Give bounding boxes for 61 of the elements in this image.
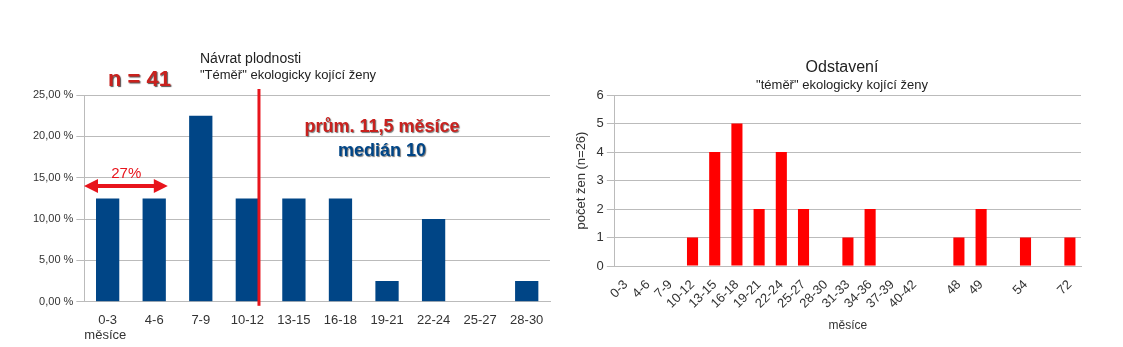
x-tick-label: 54 <box>1009 276 1031 298</box>
x-tick-label: 0-3 <box>606 276 631 301</box>
chart-subtitle: "Téměř" ekologicky kojící ženy <box>200 67 377 82</box>
y-tick-label: 6 <box>596 86 604 102</box>
bar <box>842 237 854 266</box>
bar <box>709 152 721 266</box>
y-tick-label: 20,00 % <box>32 129 74 142</box>
bar <box>142 198 166 302</box>
y-tick-label: 5 <box>596 115 604 131</box>
bar <box>686 237 699 266</box>
y-tick-label: 3 <box>596 172 604 188</box>
y-axis-title: počet žen (n=26) <box>573 131 589 230</box>
x-tick-label: 16-18 <box>323 312 358 328</box>
chart-title: Odstavení <box>805 58 879 76</box>
x-tick-label: 28-30 <box>510 312 544 328</box>
text: n = 41 <box>108 66 171 92</box>
y-tick-label: 15,00 % <box>32 170 74 183</box>
x-tick-label: 7-9 <box>191 312 211 328</box>
bar <box>953 237 965 266</box>
bar <box>375 281 399 302</box>
y-tick-label: 1 <box>596 229 604 245</box>
x-tick-label: 0-3 <box>98 312 118 328</box>
x-tick-label: 48 <box>942 276 964 298</box>
x-tick-label: 19-21 <box>370 312 404 328</box>
x-tick-label: 25-27 <box>463 312 497 328</box>
bar <box>282 198 306 302</box>
y-tick-label: 5,00 % <box>39 253 74 266</box>
x-tick-label: 4-6 <box>628 276 653 301</box>
bar <box>515 281 539 302</box>
annotation: medián 10 <box>337 140 427 161</box>
chart-title: Návrat plodnosti <box>200 50 302 66</box>
bar <box>328 198 353 302</box>
bar <box>189 115 213 302</box>
y-tick-label: 25,00 % <box>32 88 74 101</box>
y-tick-label: 0,00 % <box>39 294 74 307</box>
bar <box>421 219 446 302</box>
x-axis-title: měsíce <box>828 318 868 333</box>
bar <box>96 198 120 302</box>
x-tick-label: 72 <box>1053 276 1075 298</box>
annotation: 27% <box>111 164 142 182</box>
x-tick-label: 10-12 <box>230 312 264 328</box>
x-tick-label: 4-6 <box>144 312 164 328</box>
bar <box>753 209 765 266</box>
bar <box>775 152 787 266</box>
x-tick-label: 49 <box>964 276 986 298</box>
bar <box>731 123 743 266</box>
y-tick-label: 4 <box>596 143 604 159</box>
chart-subtitle: "téměř" ekologicky kojící ženy <box>756 77 928 92</box>
bar <box>1064 237 1076 266</box>
bar <box>797 209 810 266</box>
bar <box>1019 237 1032 266</box>
annotation: prům. 11,5 měsíce <box>304 116 460 137</box>
x-axis-title: měsíce <box>84 326 127 342</box>
bar <box>864 209 876 266</box>
x-tick-label: 13-15 <box>277 312 311 328</box>
x-tick-label: 22-24 <box>416 312 451 328</box>
y-tick-label: 0 <box>596 257 604 273</box>
bar <box>975 209 987 266</box>
bar <box>235 198 259 302</box>
y-tick-label: 2 <box>596 200 604 216</box>
y-tick-label: 10,00 % <box>32 212 74 225</box>
